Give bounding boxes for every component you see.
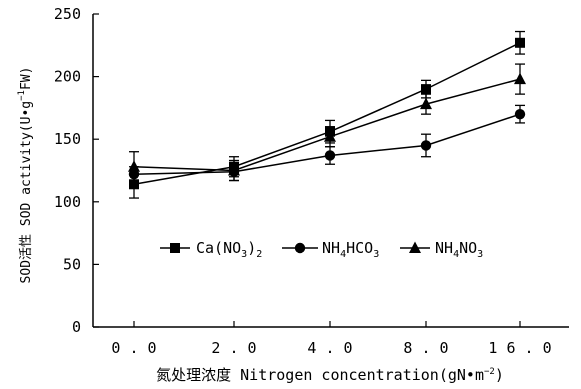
data-point-square: [515, 37, 525, 48]
x-tick-label: 8 . 0: [403, 339, 448, 357]
y-axis-title-superscript: −1: [17, 90, 27, 101]
data-point-triangle: [324, 130, 336, 142]
data-point-circle: [324, 150, 336, 161]
data-point-square: [421, 84, 431, 95]
x-axis-title-cn: 氮处理浓度: [156, 366, 231, 384]
x-axis-title-en: Nitrogen concentration(gN•m: [231, 366, 484, 384]
x-axis-title-superscript: −2: [484, 367, 495, 377]
data-point-square: [129, 179, 139, 190]
legend-subscript: 4: [453, 249, 459, 260]
legend-label: Ca(NO3)2: [196, 239, 262, 260]
data-point-triangle: [128, 160, 140, 172]
series-triangle: [128, 63, 526, 183]
series-line: [133, 113, 521, 176]
data-point-triangle: [420, 97, 432, 110]
legend-text-part: NH: [322, 239, 340, 257]
legend-marker: [170, 243, 180, 253]
y-axis-title-text: SOD活性 SOD activity(U•g: [19, 101, 34, 284]
legend-marker: [409, 241, 421, 253]
legend-subscript: 3: [241, 249, 247, 260]
y-axis-title-tail: FW): [19, 67, 34, 90]
x-tick-label: 4 . 0: [307, 339, 352, 357]
y-tick-label: 50: [63, 255, 81, 273]
legend-text-part: NH: [435, 239, 453, 257]
x-axis-title: 氮处理浓度 Nitrogen concentration(gN•m−2): [156, 366, 504, 384]
x-axis-title-close: ): [495, 366, 504, 384]
legend-text-part: NO: [459, 239, 477, 257]
legend-subscript: 2: [256, 249, 262, 260]
x-tick-label: 2 . 0: [211, 339, 256, 357]
legend-item-square: Ca(NO3)2: [160, 239, 262, 260]
legend-subscript: 3: [373, 249, 379, 260]
legend-text-part: ): [247, 239, 256, 257]
y-tick-label: 0: [72, 318, 81, 336]
series-layer: [128, 30, 526, 199]
legend: Ca(NO3)2 NH4HCO3 NH4NO3: [160, 239, 483, 260]
data-point-triangle: [228, 164, 240, 176]
legend-label: NH4HCO3: [322, 239, 379, 260]
legend-item-circle: NH4HCO3: [282, 239, 379, 260]
legend-text-part: Ca(NO: [196, 239, 241, 257]
series-line: [133, 42, 521, 186]
legend-subscript: 3: [477, 249, 483, 260]
y-tick-label: 200: [54, 68, 81, 86]
legend-marker: [294, 242, 306, 254]
legend-item-triangle: NH4NO3: [400, 239, 483, 260]
y-axis-title: SOD活性 SOD activity(U•g−1FW): [17, 67, 34, 284]
y-tick-label: 250: [54, 5, 81, 23]
data-point-circle: [420, 140, 432, 151]
axes-layer: 0 50 100 150 200 250 0 . 0 2 . 0 4 . 0 8 . 0 1 6 .…: [54, 5, 569, 357]
x-tick-label: 1 6 . 0: [488, 339, 551, 357]
x-tick-label: 0 . 0: [111, 339, 156, 357]
legend-label: NH4NO3: [435, 239, 483, 260]
y-tick-label: 100: [54, 193, 81, 211]
data-point-circle: [514, 108, 526, 120]
data-point-triangle: [514, 72, 526, 85]
y-tick-label: 150: [54, 130, 81, 148]
legend-text-part: HCO: [346, 239, 373, 257]
legend-subscript: 4: [340, 249, 346, 260]
